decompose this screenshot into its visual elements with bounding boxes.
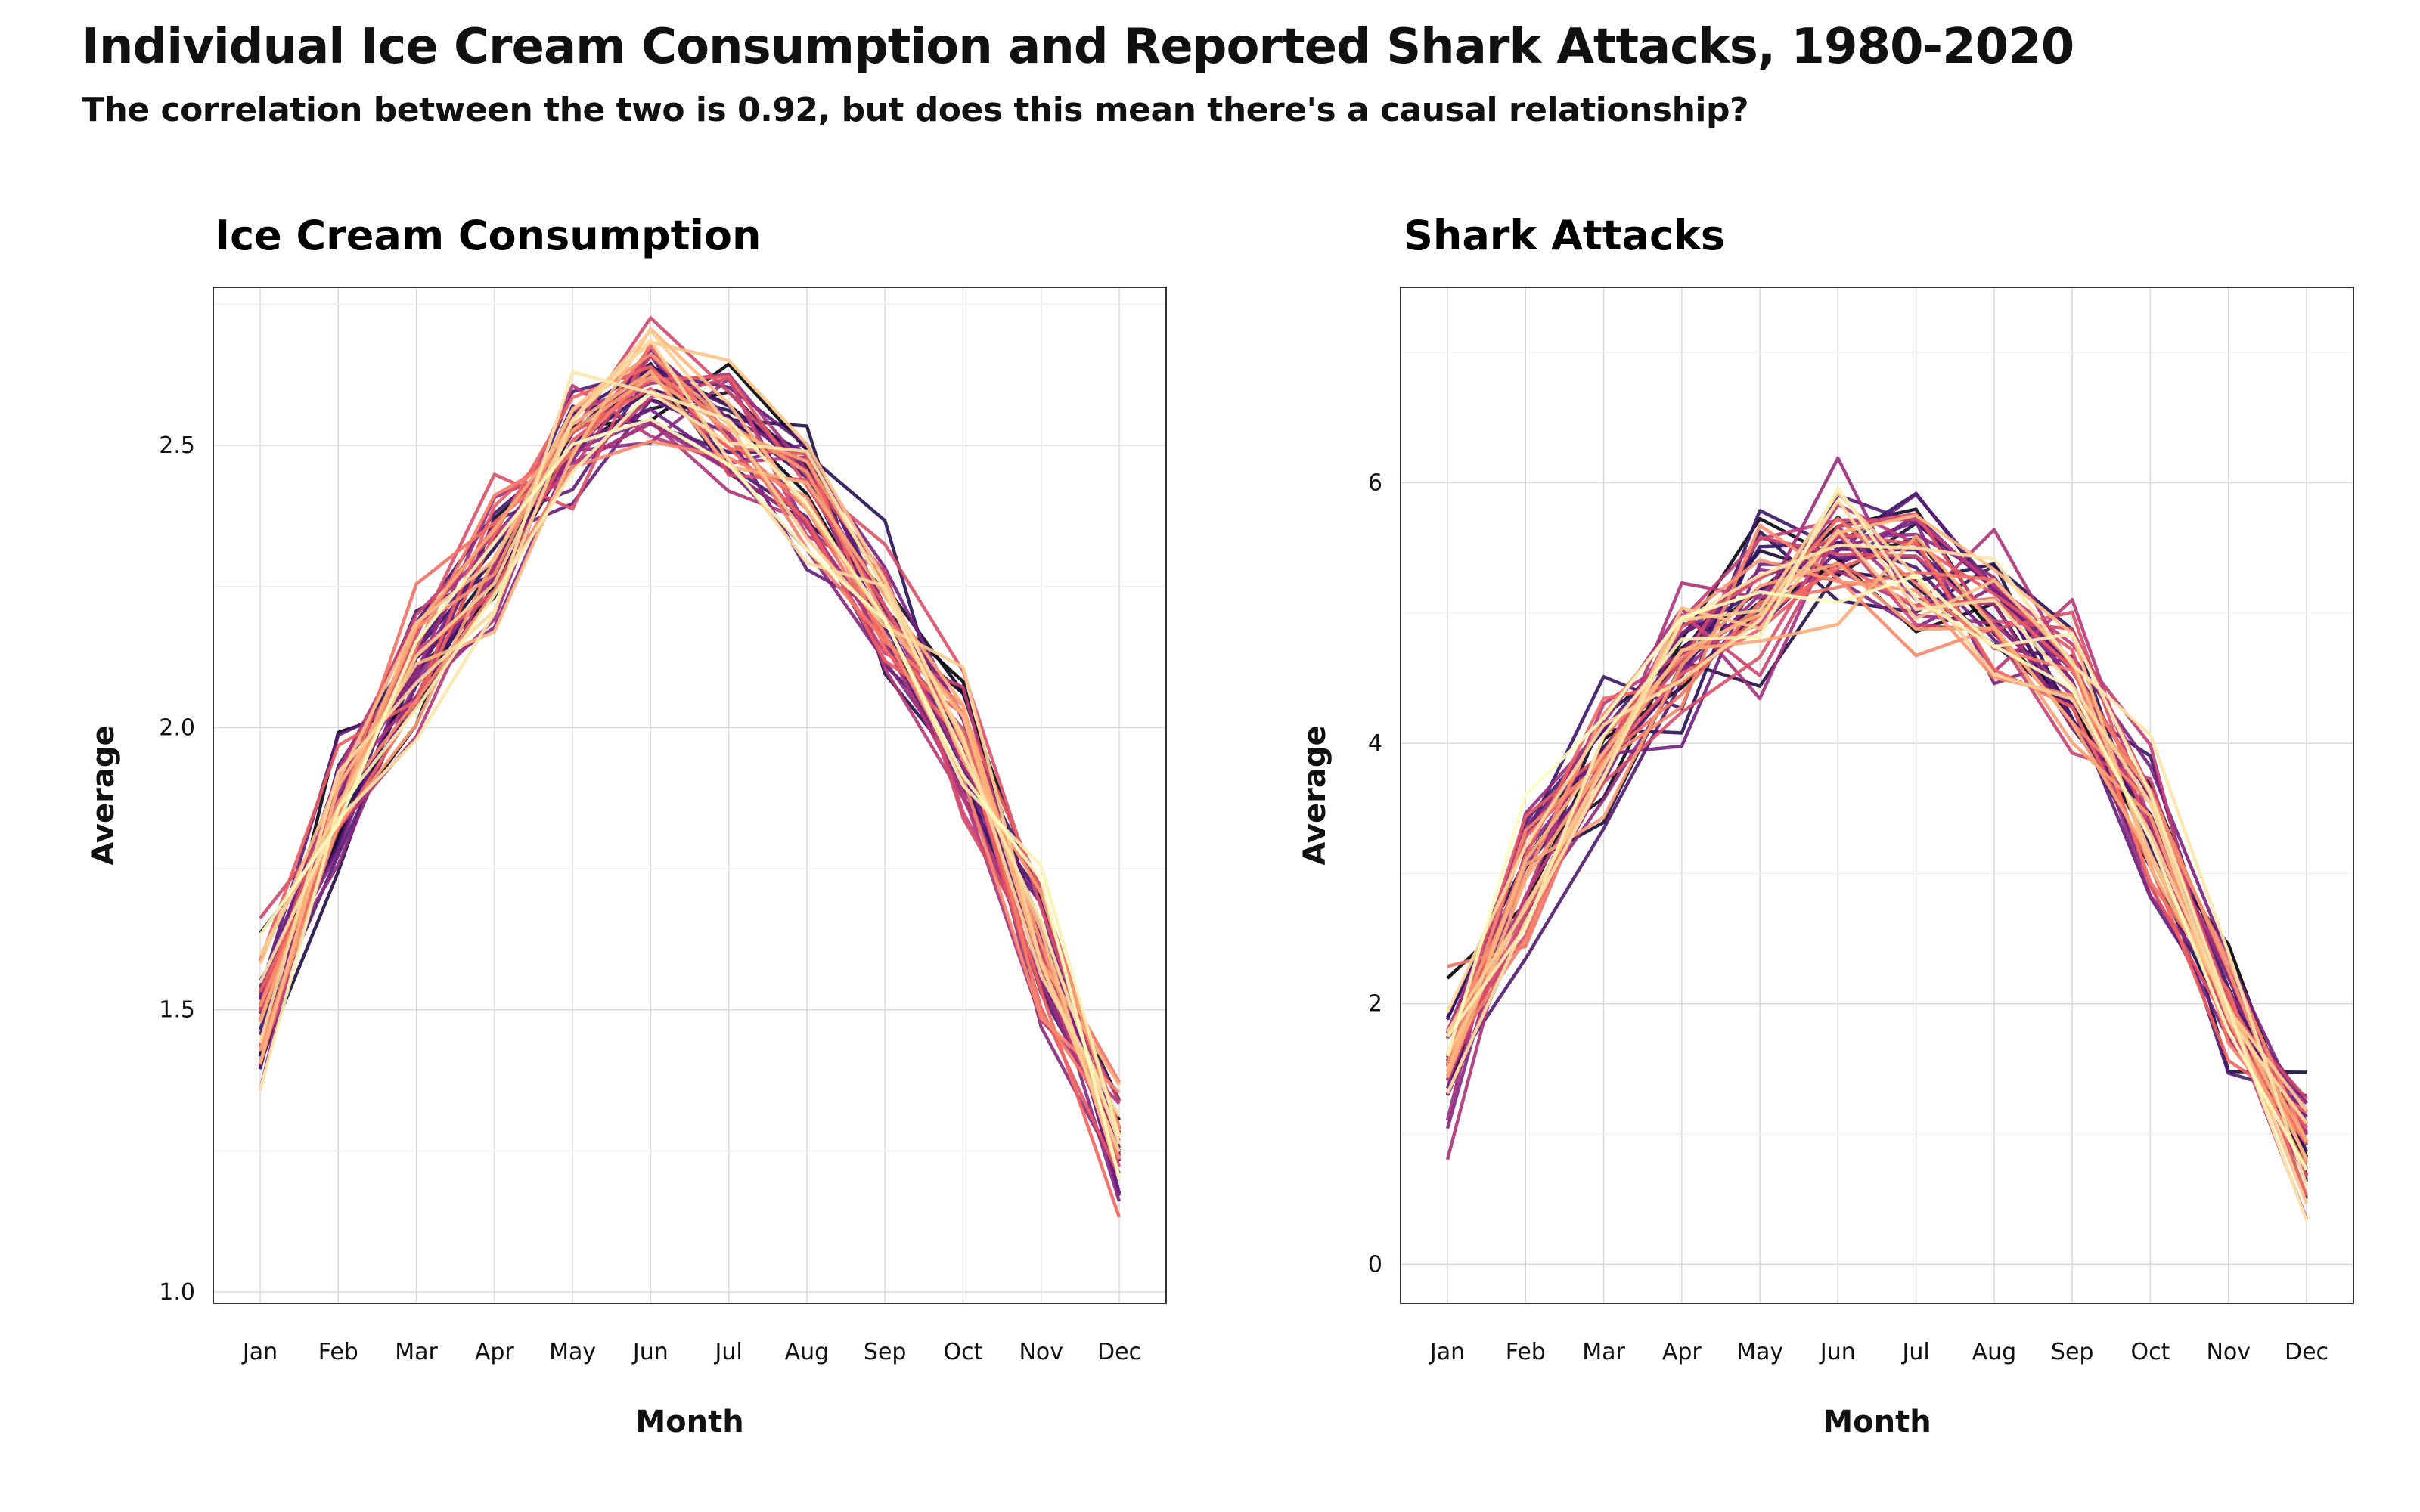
x-tick-label-jun: Jun: [631, 1339, 669, 1365]
x-tick-label-feb: Feb: [318, 1339, 358, 1365]
series-line-2017: [258, 338, 1121, 1117]
x-tick-label-jan: Jan: [1429, 1339, 1465, 1365]
ice-cream-panel: Jan Feb Mar Apr May Jun Jul Aug Sep Oct Nov Dec 1.0 1…: [86, 212, 1167, 1439]
x-tick-label-jul: Jul: [714, 1339, 743, 1365]
x-axis-title: Month: [635, 1405, 743, 1439]
x-tick-label-apr: Apr: [1662, 1339, 1702, 1365]
x-tick-label-aug: Aug: [785, 1339, 830, 1365]
x-axis-title: Month: [1823, 1405, 1931, 1439]
x-tick-label-apr: Apr: [475, 1339, 515, 1365]
y-tick-label: 2.0: [159, 714, 195, 741]
figure-title: Individual Ice Cream Consumption and Rep…: [82, 19, 2074, 75]
series-line-2016: [1446, 491, 2308, 1111]
x-tick-label-nov: Nov: [2206, 1339, 2251, 1365]
series-line-2019: [258, 389, 1122, 1139]
x-tick-label-may: May: [1736, 1339, 1783, 1365]
x-tick-label-jan: Jan: [241, 1339, 278, 1365]
y-tick-label: 1.5: [159, 997, 195, 1024]
y-tick-label: 6: [1368, 469, 1382, 496]
series-line-2011: [1446, 558, 2309, 1163]
x-tick-label-oct: Oct: [944, 1339, 983, 1365]
x-tick-label-oct: Oct: [2131, 1339, 2170, 1365]
series-line-2018: [1445, 544, 2309, 1187]
series-line-2020: [1445, 574, 2308, 1171]
x-tick-label-sep: Sep: [864, 1339, 907, 1365]
y-tick-label: 2: [1368, 991, 1382, 1018]
panel-title: Shark Attacks: [1404, 212, 1725, 259]
figure-subtitle: The correlation between the two is 0.92,…: [82, 91, 1749, 129]
x-tick-label-jul: Jul: [1901, 1339, 1930, 1365]
x-tick-label-aug: Aug: [1972, 1339, 2017, 1365]
panel-title: Ice Cream Consumption: [215, 212, 761, 259]
series-line-2018: [259, 370, 1122, 1145]
series-line-2017: [1446, 498, 2308, 1124]
x-tick-label-dec: Dec: [1097, 1339, 1141, 1365]
x-tick-label-mar: Mar: [1582, 1339, 1625, 1365]
series-line-2008: [258, 345, 1121, 1083]
x-tick-label-dec: Dec: [2285, 1339, 2328, 1365]
y-tick-label: 0: [1368, 1251, 1382, 1278]
series-line-2016: [259, 329, 1122, 1153]
x-tick-label-sep: Sep: [2051, 1339, 2094, 1365]
x-tick-label-may: May: [549, 1339, 596, 1365]
gridlines: [1401, 287, 2353, 1303]
y-axis-title: Average: [86, 725, 121, 865]
series-line-2012: [1445, 562, 2308, 1170]
series-lines: [1445, 456, 2309, 1222]
series-lines: [258, 316, 1122, 1218]
x-tick-label-mar: Mar: [395, 1339, 438, 1365]
y-tick-label: 2.5: [159, 432, 195, 459]
plot-frame: [213, 287, 1167, 1304]
shark-attacks-panel: Jan Feb Mar Apr May Jun Jul Aug Sep Oct Nov Dec 0 2 4 6…: [1298, 212, 2354, 1439]
y-tick-label: 4: [1368, 730, 1382, 757]
series-line-2010: [258, 439, 1121, 1094]
x-tick-label-feb: Feb: [1506, 1339, 1546, 1365]
x-tick-label-jun: Jun: [1819, 1339, 1856, 1365]
y-tick-label: 1.0: [159, 1279, 195, 1306]
series-line-2020: [259, 417, 1122, 1179]
y-axis-title: Average: [1298, 725, 1333, 865]
series-line-2019: [1446, 486, 2309, 1222]
x-tick-label-nov: Nov: [1019, 1339, 1063, 1365]
plot-frame: [1400, 287, 2354, 1304]
